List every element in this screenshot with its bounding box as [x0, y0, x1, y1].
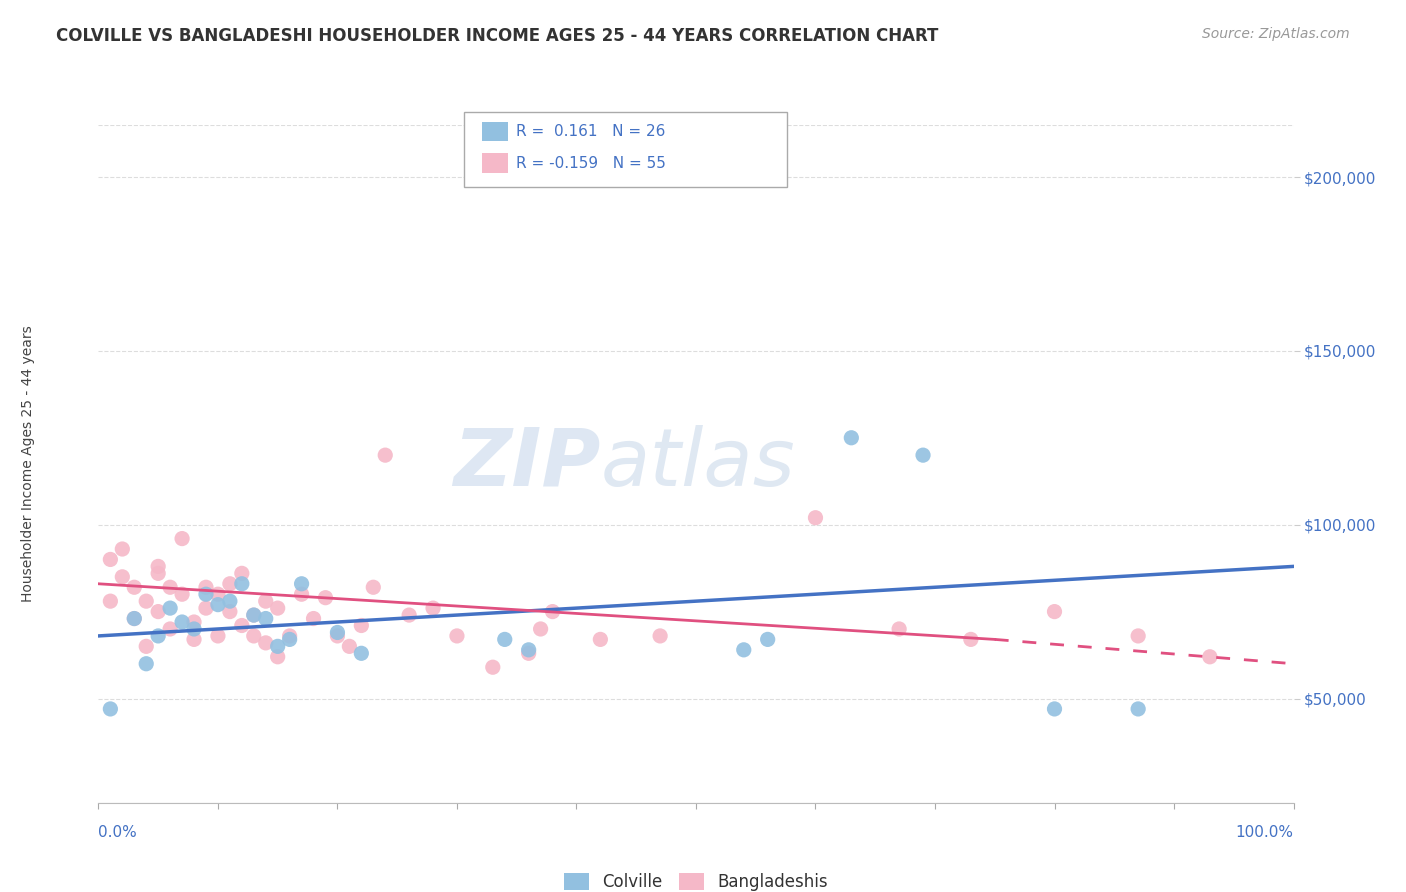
Point: [756, 632, 779, 647]
Point: [219, 594, 242, 608]
Point: [207, 598, 229, 612]
Point: [159, 601, 181, 615]
Point: [172, 615, 194, 629]
Legend: Colville, Bangladeshis: Colville, Bangladeshis: [555, 864, 837, 892]
Point: [1043, 605, 1066, 619]
Point: [267, 640, 290, 654]
Point: [159, 622, 181, 636]
Point: [135, 640, 157, 654]
Point: [350, 618, 373, 632]
Point: [315, 591, 337, 605]
Point: [124, 611, 146, 625]
Point: [148, 605, 170, 619]
Point: [291, 587, 314, 601]
Text: 0.0%: 0.0%: [98, 825, 138, 840]
Text: R =  0.161   N = 26: R = 0.161 N = 26: [516, 124, 665, 139]
Point: [959, 632, 981, 647]
Point: [111, 570, 134, 584]
Point: [517, 643, 540, 657]
Point: [243, 629, 266, 643]
Point: [326, 629, 349, 643]
Text: Source: ZipAtlas.com: Source: ZipAtlas.com: [1202, 27, 1350, 41]
Point: [398, 608, 420, 623]
Point: [135, 594, 157, 608]
Point: [172, 587, 194, 601]
Point: [889, 622, 911, 636]
Point: [1128, 702, 1150, 716]
Point: [183, 622, 205, 636]
Point: [135, 657, 157, 671]
Point: [254, 636, 277, 650]
Point: [278, 629, 301, 643]
Point: [231, 576, 253, 591]
Point: [267, 649, 290, 664]
Point: [326, 625, 349, 640]
Point: [243, 608, 266, 623]
Point: [278, 632, 301, 647]
Point: [648, 629, 672, 643]
Point: [98, 552, 122, 566]
Point: [254, 611, 277, 625]
Point: [254, 594, 277, 608]
Point: [733, 643, 755, 657]
Point: [363, 580, 385, 594]
Point: [541, 605, 564, 619]
Point: [207, 629, 229, 643]
Point: [291, 576, 314, 591]
Point: [339, 640, 360, 654]
Point: [231, 618, 253, 632]
Point: [148, 566, 170, 581]
Text: R = -0.159   N = 55: R = -0.159 N = 55: [516, 155, 666, 170]
Point: [1198, 649, 1220, 664]
Point: [159, 580, 181, 594]
Point: [350, 646, 373, 660]
Point: [183, 632, 205, 647]
Point: [481, 660, 505, 674]
Point: [1043, 702, 1066, 716]
Point: [446, 629, 468, 643]
Point: [529, 622, 551, 636]
Point: [194, 580, 218, 594]
Point: [148, 629, 170, 643]
Point: [207, 587, 229, 601]
Point: [219, 576, 242, 591]
Point: [194, 601, 218, 615]
Point: [219, 605, 242, 619]
Point: [194, 587, 218, 601]
Point: [302, 611, 325, 625]
Point: [124, 611, 146, 625]
Point: [124, 580, 146, 594]
Point: [148, 559, 170, 574]
Point: [804, 510, 827, 524]
Text: COLVILLE VS BANGLADESHI HOUSEHOLDER INCOME AGES 25 - 44 YEARS CORRELATION CHART: COLVILLE VS BANGLADESHI HOUSEHOLDER INCO…: [56, 27, 939, 45]
Point: [231, 566, 253, 581]
Point: [841, 431, 863, 445]
Point: [494, 632, 516, 647]
Point: [98, 594, 122, 608]
Point: [1128, 629, 1150, 643]
Text: ZIP: ZIP: [453, 425, 600, 503]
Point: [422, 601, 444, 615]
Point: [98, 702, 122, 716]
Point: [517, 646, 540, 660]
Point: [172, 532, 194, 546]
Point: [589, 632, 612, 647]
Point: [111, 541, 134, 556]
Point: [374, 448, 396, 462]
Text: 100.0%: 100.0%: [1236, 825, 1294, 840]
Text: Householder Income Ages 25 - 44 years: Householder Income Ages 25 - 44 years: [21, 326, 35, 602]
Point: [911, 448, 934, 462]
Point: [183, 615, 205, 629]
Point: [243, 608, 266, 623]
Point: [267, 601, 290, 615]
Text: atlas: atlas: [600, 425, 796, 503]
